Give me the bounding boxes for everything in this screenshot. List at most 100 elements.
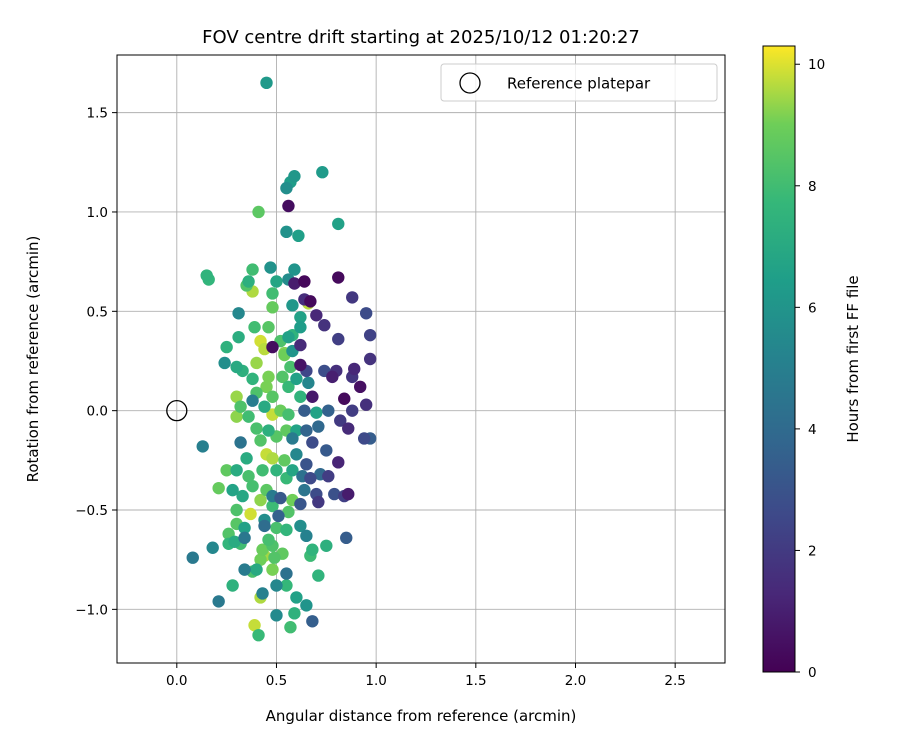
scatter-point <box>288 170 301 183</box>
scatter-point <box>196 440 209 453</box>
colorbar-tick-label: 0 <box>808 665 817 681</box>
x-tick-label: 0.5 <box>266 673 287 689</box>
scatter-point <box>256 543 269 556</box>
scatter-point <box>286 464 299 477</box>
scatter-point <box>252 205 265 219</box>
scatter-point <box>246 263 259 276</box>
scatter-point <box>246 394 259 407</box>
scatter-point <box>288 277 301 290</box>
scatter-point <box>346 291 359 304</box>
scatter-point <box>359 398 373 411</box>
scatter-point <box>359 307 373 320</box>
scatter-point <box>270 579 283 592</box>
scatter-point <box>310 406 323 419</box>
scatter-point <box>298 483 311 497</box>
scatter-point <box>262 533 275 547</box>
scatter-point <box>318 319 331 332</box>
scatter-point <box>306 436 319 449</box>
scatter-point <box>288 263 301 276</box>
scatter-point <box>348 362 361 376</box>
colorbar-tick-label: 10 <box>808 57 825 73</box>
scatter-point <box>302 376 315 390</box>
legend-label-reference-platepar: Reference platepar <box>507 75 651 93</box>
scatter-point <box>234 436 247 449</box>
scatter-point <box>250 422 263 435</box>
scatter-points <box>186 76 377 642</box>
x-tick-label: 0.0 <box>166 673 187 689</box>
scatter-point <box>264 261 277 274</box>
scatter-point <box>226 579 239 592</box>
scatter-point <box>294 497 307 511</box>
scatter-point <box>238 531 251 545</box>
scatter-point <box>232 307 245 320</box>
scatter-point <box>234 400 247 413</box>
scatter-point <box>266 340 279 354</box>
scatter-point <box>288 607 301 620</box>
plot-frame <box>116 54 726 664</box>
scatter-point <box>226 483 239 497</box>
scatter-point <box>282 330 295 344</box>
scatter-point <box>236 489 249 503</box>
y-tick-label: −0.5 <box>75 503 108 519</box>
scatter-point <box>332 456 345 469</box>
scatter-point <box>244 507 257 521</box>
scatter-point <box>312 420 325 433</box>
scatter-point <box>248 321 261 334</box>
scatter-point <box>266 390 279 403</box>
scatter-point <box>310 309 323 322</box>
scatter-point <box>238 563 251 576</box>
scatter-point <box>322 404 335 417</box>
colorbar-gradient <box>762 45 796 673</box>
x-axis: 0.0 0.5 1.0 1.5 2.0 2.5 <box>166 663 686 689</box>
scatter-point <box>186 551 199 564</box>
scatter-point <box>266 499 279 513</box>
scatter-point <box>200 269 213 282</box>
scatter-point <box>266 287 279 300</box>
scatter-point <box>248 619 261 632</box>
scatter-point <box>254 553 267 566</box>
scatter-point <box>242 470 255 483</box>
scatter-point <box>212 481 225 495</box>
scatter-point <box>258 519 271 533</box>
scatter-point <box>322 470 335 483</box>
scatter-point <box>304 295 317 308</box>
scatter-point <box>290 591 303 604</box>
scatter-point <box>252 628 265 642</box>
scatter-point <box>260 380 273 394</box>
x-tick-label: 1.5 <box>465 673 486 689</box>
scatter-point <box>340 531 353 545</box>
scatter-point <box>232 330 245 344</box>
scatter-point <box>294 358 307 372</box>
scatter-point <box>363 352 377 366</box>
scatter-point <box>270 464 283 477</box>
scatter-point <box>268 551 281 564</box>
scatter-point <box>298 275 311 288</box>
scatter-point <box>342 422 355 435</box>
scatter-point <box>354 380 367 394</box>
scatter-point <box>316 166 329 179</box>
scatter-point <box>320 444 333 457</box>
scatter-point <box>342 487 355 501</box>
scatter-point <box>332 271 345 284</box>
y-axis: −1.0 −0.5 0.0 0.5 1.0 1.5 <box>75 106 117 618</box>
scatter-point <box>228 535 241 548</box>
scatter-point <box>254 434 267 447</box>
colorbar-tick-label: 2 <box>808 543 817 559</box>
scatter-point <box>270 275 283 288</box>
scatter-point <box>306 543 319 556</box>
scatter-point <box>246 479 259 493</box>
scatter-point <box>266 452 279 465</box>
scatter-point <box>220 340 233 354</box>
scatter-point <box>272 509 285 523</box>
scatter-point <box>250 563 263 576</box>
scatter-point <box>230 410 243 423</box>
scatter-point <box>328 487 341 501</box>
scatter-point <box>294 338 307 352</box>
scatter-point <box>260 76 273 90</box>
scatter-point <box>326 370 339 384</box>
colorbar: 0 2 4 6 8 10 Hours from first FF file <box>762 45 862 681</box>
scatter-point <box>250 356 263 370</box>
scatter-point <box>220 464 233 477</box>
